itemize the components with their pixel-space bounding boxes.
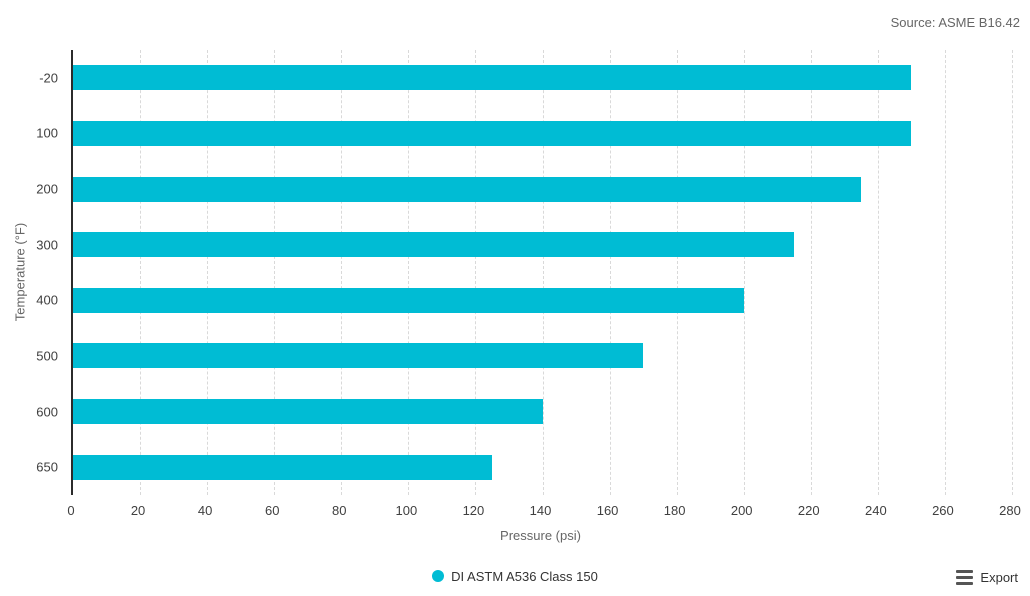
circle-marker-icon <box>432 570 445 582</box>
export-button[interactable]: Export <box>956 570 1018 585</box>
x-tick-label: 40 <box>197 503 213 518</box>
plot-area <box>71 50 1013 495</box>
y-tick-label: -20 <box>39 70 58 86</box>
source-note: Source: ASME B16.42 <box>890 15 1020 30</box>
x-tick-label: 20 <box>130 503 146 518</box>
gridline <box>1012 50 1013 495</box>
x-tick-label: 100 <box>395 503 418 518</box>
y-axis-labels: -20 100 200 300 400 500 600 650 <box>0 50 58 495</box>
gridline <box>140 50 142 495</box>
bar[interactable] <box>73 287 744 313</box>
chart: Temperature (°F) -20 100 200 300 400 500 600 65… <box>0 50 1021 543</box>
x-tick-label: 140 <box>529 503 552 518</box>
x-tick-label: 180 <box>663 503 686 518</box>
x-tick-label: 80 <box>332 503 347 518</box>
x-tick-label: 240 <box>864 503 887 518</box>
gridline <box>810 50 812 495</box>
gridline <box>609 50 611 495</box>
gridline <box>877 50 879 495</box>
bar[interactable] <box>73 120 912 146</box>
x-tick-label: 220 <box>797 503 820 518</box>
bar[interactable] <box>73 65 912 91</box>
x-axis-title: Pressure (psi) <box>500 528 581 543</box>
y-tick-label: 300 <box>36 237 58 253</box>
bar[interactable] <box>73 454 493 480</box>
bar[interactable] <box>73 232 795 258</box>
bar[interactable] <box>73 343 644 369</box>
legend-label: DI ASTM A536 Class 150 <box>451 568 598 584</box>
y-tick-label: 200 <box>36 181 58 197</box>
hamburger-menu-icon <box>956 570 974 585</box>
gridline <box>274 50 276 495</box>
export-label: Export <box>980 570 1018 585</box>
y-tick-label: 400 <box>36 292 58 308</box>
gridline <box>743 50 745 495</box>
gridline <box>341 50 343 495</box>
bar[interactable] <box>73 176 862 202</box>
gridline <box>408 50 410 495</box>
y-tick-label: 600 <box>36 404 58 420</box>
legend: DI ASTM A536 Class 150 <box>0 566 1030 586</box>
x-tick-label: 60 <box>264 503 280 518</box>
x-tick-label: 200 <box>730 503 753 518</box>
x-tick-label: 0 <box>67 503 75 518</box>
x-tick-label: 280 <box>999 503 1021 518</box>
x-tick-label: 160 <box>596 503 619 518</box>
x-axis-labels: 0 20 40 60 80 100 120 140 160 180 200 220 240 260 280 <box>67 503 1020 519</box>
y-tick-label: 650 <box>36 459 58 475</box>
gridline <box>944 50 946 495</box>
gridline <box>475 50 477 495</box>
y-tick-label: 500 <box>36 348 58 364</box>
bar[interactable] <box>73 399 543 425</box>
x-tick-label: 120 <box>462 503 485 518</box>
gridline <box>542 50 544 495</box>
y-tick-label: 100 <box>36 125 58 141</box>
legend-item[interactable]: DI ASTM A536 Class 150 <box>432 569 598 584</box>
x-tick-label: 260 <box>932 503 954 518</box>
gridline <box>676 50 678 495</box>
gridline <box>207 50 209 495</box>
